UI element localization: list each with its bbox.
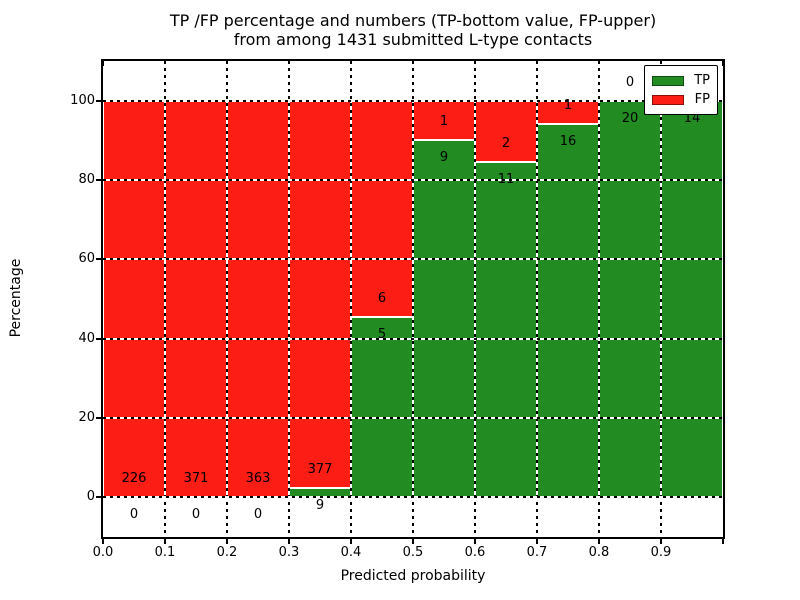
tp-count-label: 0 (253, 507, 263, 523)
axis-tick (536, 539, 538, 544)
x-tick-label: 0.2 (216, 545, 238, 560)
bar-segment-tp (475, 161, 537, 498)
v-gridline (474, 61, 476, 537)
tp-count-label: 20 (621, 110, 639, 126)
bar-segment-fp (475, 100, 537, 162)
bar-segment-tp (661, 100, 723, 498)
v-gridline (226, 61, 228, 537)
fp-count-label: 6 (377, 291, 387, 307)
tp-count-label: 9 (315, 497, 325, 513)
bar-segment-fp (227, 100, 289, 498)
axis-tick (96, 99, 101, 102)
chart-title-line1: TP /FP percentage and numbers (TP-bottom… (169, 11, 657, 30)
axis-tick (164, 539, 166, 544)
fp-count-label: 226 (121, 471, 147, 487)
x-tick-label: 0.0 (92, 545, 114, 560)
axis-tick (96, 258, 101, 261)
fp-count-label: 363 (245, 471, 271, 487)
v-gridline (350, 61, 352, 537)
tp-count-label: 9 (439, 150, 449, 166)
x-tick-label: 0.9 (650, 545, 672, 560)
legend-swatch-tp (652, 75, 684, 86)
v-gridline (536, 61, 538, 537)
v-gridline (164, 61, 166, 537)
bar-segment-tp (413, 140, 475, 498)
v-gridline (660, 61, 662, 537)
v-gridline (288, 61, 290, 537)
tp-count-label: 5 (377, 326, 387, 342)
legend-item-tp: TP (652, 71, 710, 90)
h-gridline (103, 417, 723, 419)
axis-tick (660, 539, 662, 544)
y-tick-label: 20 (78, 410, 95, 425)
h-gridline (103, 99, 723, 102)
bar-segment-fp (289, 100, 351, 489)
axis-tick (96, 417, 101, 419)
x-tick-label: 0.5 (402, 545, 424, 560)
h-gridline (103, 337, 723, 340)
legend: TP FP (644, 65, 718, 115)
x-tick-label: 0.3 (278, 545, 300, 560)
axis-tick (226, 539, 228, 544)
x-axis-label: Predicted probability (340, 568, 486, 584)
legend-label-tp: TP (694, 72, 710, 88)
tp-count-label: 0 (129, 507, 139, 523)
plot-inner: 22603710363037796519211116020014 (103, 61, 723, 537)
axis-tick (474, 539, 476, 544)
y-axis-label: Percentage (8, 258, 24, 338)
fp-count-label: 1 (439, 114, 449, 130)
bar-segment-fp (165, 100, 227, 498)
axis-tick (96, 337, 101, 340)
axis-tick (722, 539, 724, 544)
h-gridline (103, 258, 723, 261)
v-gridline (598, 61, 600, 537)
legend-item-fp: FP (652, 90, 710, 109)
fp-count-label: 1 (563, 98, 573, 114)
fp-count-label: 0 (625, 74, 635, 90)
tp-count-label: 16 (559, 133, 577, 149)
h-gridline (103, 496, 723, 499)
x-tick-label: 0.8 (588, 545, 610, 560)
axis-tick (598, 539, 600, 544)
fp-count-label: 377 (307, 462, 333, 478)
fp-count-label: 2 (501, 135, 511, 151)
legend-label-fp: FP (694, 91, 710, 107)
x-tick-label: 0.6 (464, 545, 486, 560)
bar-segment-tp (351, 317, 413, 498)
x-tick-label: 0.7 (526, 545, 548, 560)
y-tick-label: 40 (78, 330, 95, 346)
y-tick-label: 0 (86, 489, 95, 505)
axis-tick (96, 496, 101, 499)
legend-swatch-fp (652, 94, 684, 105)
chart-title-line2: from among 1431 submitted L-type contact… (233, 30, 593, 49)
axis-tick (96, 179, 101, 181)
axis-tick (102, 61, 104, 66)
axis-tick (412, 539, 414, 544)
bar-segment-fp (103, 100, 165, 498)
h-gridline (103, 179, 723, 181)
bar-segment-tp (599, 100, 661, 498)
chart-title: TP /FP percentage and numbers (TP-bottom… (90, 11, 736, 49)
bar-segment-fp (351, 100, 413, 318)
x-tick-label: 0.4 (340, 545, 362, 560)
y-tick-label: 100 (70, 92, 95, 108)
x-tick-label: 0.1 (154, 545, 176, 560)
axis-tick (722, 61, 724, 66)
axis-tick (102, 539, 104, 544)
y-tick-label: 60 (78, 251, 95, 267)
tp-count-label: 11 (497, 171, 515, 187)
axis-tick (350, 539, 352, 544)
tp-count-label: 0 (191, 507, 201, 523)
plot-area: 22603710363037796519211116020014 (101, 59, 725, 539)
y-tick-label: 80 (78, 172, 95, 187)
axis-tick (288, 539, 290, 544)
fp-count-label: 371 (183, 471, 209, 487)
v-gridline (412, 61, 414, 537)
